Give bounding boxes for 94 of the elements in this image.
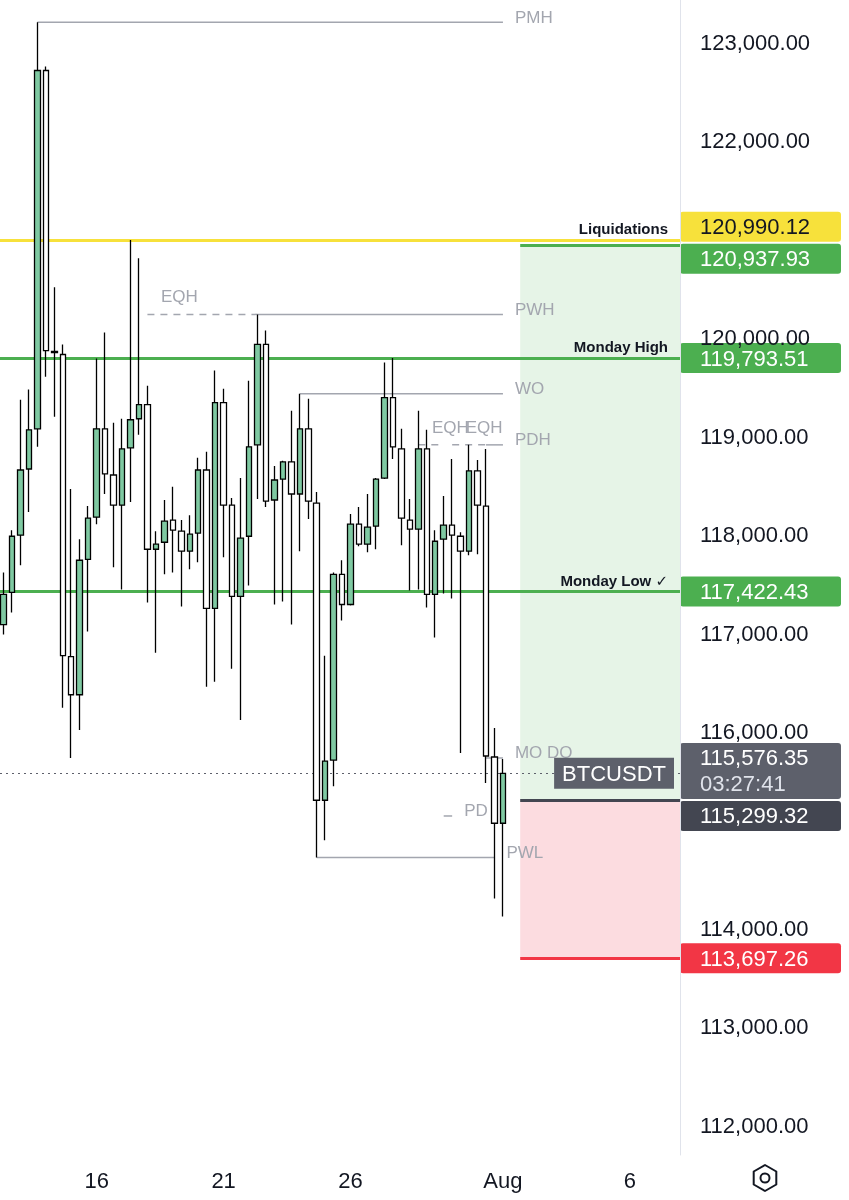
y-tick-label: 116,000.00 [700, 719, 809, 745]
x-tick-label: 6 [623, 1167, 637, 1193]
candlestick [456, 531, 465, 754]
ref-line-label: 117,422.43 [700, 579, 809, 605]
ref-line-label: 120,990.12 [700, 214, 811, 240]
candlestick [160, 499, 169, 575]
y-tick-label: 122,000.00 [700, 128, 811, 154]
candlestick [126, 239, 135, 503]
y-tick-label: 114,000.00 [700, 916, 809, 942]
candlestick [245, 380, 253, 587]
candlestick [321, 655, 329, 841]
ref-line-label: 115,299.32 [700, 803, 809, 829]
y-tick-label: 123,000.00 [700, 29, 811, 55]
candlestick [270, 465, 279, 606]
candlestick [473, 459, 482, 555]
candlestick [219, 387, 228, 558]
candlestick [423, 429, 431, 609]
annotation: Monday High [573, 338, 668, 356]
candlestick [482, 448, 490, 784]
candlestick [59, 343, 67, 709]
x-tick-label: 21 [211, 1167, 236, 1193]
candlestick [42, 65, 50, 378]
candlestick [279, 460, 287, 603]
candlestick [397, 428, 406, 546]
candlestick [67, 488, 75, 759]
candlestick [431, 529, 439, 639]
series-label: PD [464, 801, 488, 821]
annotation: BTCUSDT [562, 760, 666, 786]
candlestick [169, 486, 177, 574]
y-tick-label: 112,000.00 [700, 1112, 809, 1138]
series-label: EQH [431, 417, 469, 437]
candlestick [135, 257, 143, 436]
series-label: MO DO [514, 743, 573, 763]
candlestick [346, 513, 355, 607]
candlestick [186, 514, 194, 570]
y-tick-label: 113,000.00 [700, 1014, 809, 1040]
candlestick [143, 385, 152, 604]
candlestick [338, 559, 346, 622]
candlestick [363, 493, 372, 553]
ref-line-label: 120,937.93 [700, 246, 811, 272]
candlestick [50, 286, 59, 418]
candlestick [33, 21, 42, 448]
candlestick [109, 422, 118, 569]
y-tick-label: 118,000.00 [700, 522, 809, 548]
candlestick [355, 506, 363, 547]
candlestick [304, 398, 313, 520]
candlestick [253, 313, 262, 500]
series-label: WO [514, 379, 545, 399]
candlestick [448, 458, 456, 600]
candlestick [84, 505, 92, 633]
candlestick [211, 369, 219, 683]
series-label: PWL [506, 842, 544, 862]
candlestick [406, 498, 414, 592]
candlestick [0, 571, 8, 636]
candlestick [414, 410, 423, 591]
annotation: Liquidations [578, 220, 668, 238]
candlestick [152, 530, 160, 654]
candlestick [389, 357, 397, 460]
candlestick [16, 399, 25, 566]
x-tick-label: Aug [483, 1167, 523, 1193]
annotation: Monday Low ✓ [560, 571, 668, 589]
candlestick [8, 529, 16, 614]
series-label: PMH [514, 7, 553, 27]
candlestick [312, 491, 321, 859]
y-tick-label: 117,000.00 [700, 620, 809, 646]
candlestick [75, 538, 84, 731]
candlestick [296, 393, 304, 552]
candlestick [329, 571, 338, 787]
text: 03:27:41 [700, 771, 786, 797]
candlestick [380, 361, 389, 480]
candlestick [372, 477, 380, 550]
ref-line-label: 115,576.35 [700, 745, 809, 771]
candlestick [228, 497, 236, 670]
candlestick [177, 519, 186, 608]
series-label: PDH [514, 430, 551, 450]
candlestick [262, 329, 270, 508]
series-label: EQH [161, 287, 198, 307]
candlestick [101, 331, 109, 495]
candlestick [439, 495, 448, 595]
candlestick [25, 388, 33, 513]
candlestick [499, 758, 507, 918]
candlestick [194, 457, 202, 563]
ref-line-label: 113,697.26 [700, 945, 809, 971]
candlestick [236, 477, 245, 721]
y-tick-label: 119,000.00 [700, 423, 809, 449]
candlestick [118, 418, 126, 591]
candlestick [490, 727, 499, 900]
x-tick-label: 16 [84, 1167, 109, 1193]
candlestick [465, 444, 473, 556]
candlestick [287, 410, 296, 626]
candlestick [202, 451, 211, 688]
x-tick-label: 26 [338, 1167, 363, 1193]
candlestick [92, 357, 101, 525]
series-label: PWH [514, 299, 555, 319]
